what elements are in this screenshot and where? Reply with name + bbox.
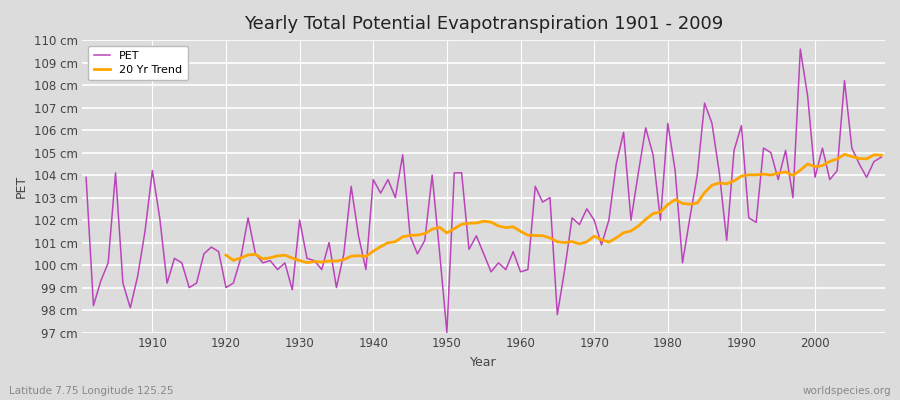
Text: Latitude 7.75 Longitude 125.25: Latitude 7.75 Longitude 125.25 (9, 386, 174, 396)
20 Yr Trend (773, 171, 784, 176)
20 Yr Trend (427, 227, 437, 232)
PET (442, 330, 453, 335)
Legend: PET, 20 Yr Trend: PET, 20 Yr Trend (88, 46, 188, 80)
PET (140, 229, 150, 234)
20 Yr Trend (220, 253, 231, 258)
PET (346, 184, 356, 189)
PET (876, 155, 886, 160)
PET (611, 162, 622, 166)
20 Yr Trend (876, 153, 886, 158)
PET (81, 175, 92, 180)
PET (302, 256, 312, 261)
Y-axis label: PET: PET (15, 175, 28, 198)
20 Yr Trend (861, 156, 872, 161)
PET (515, 270, 526, 274)
Text: worldspecies.org: worldspecies.org (803, 386, 891, 396)
PET (795, 47, 806, 52)
X-axis label: Year: Year (471, 356, 497, 369)
20 Yr Trend (302, 260, 312, 265)
20 Yr Trend (685, 202, 696, 207)
Line: PET: PET (86, 49, 881, 332)
PET (523, 267, 534, 272)
Line: 20 Yr Trend: 20 Yr Trend (226, 154, 881, 263)
20 Yr Trend (788, 173, 798, 178)
Title: Yearly Total Potential Evapotranspiration 1901 - 2009: Yearly Total Potential Evapotranspiratio… (244, 15, 724, 33)
20 Yr Trend (839, 152, 850, 157)
20 Yr Trend (316, 260, 327, 264)
